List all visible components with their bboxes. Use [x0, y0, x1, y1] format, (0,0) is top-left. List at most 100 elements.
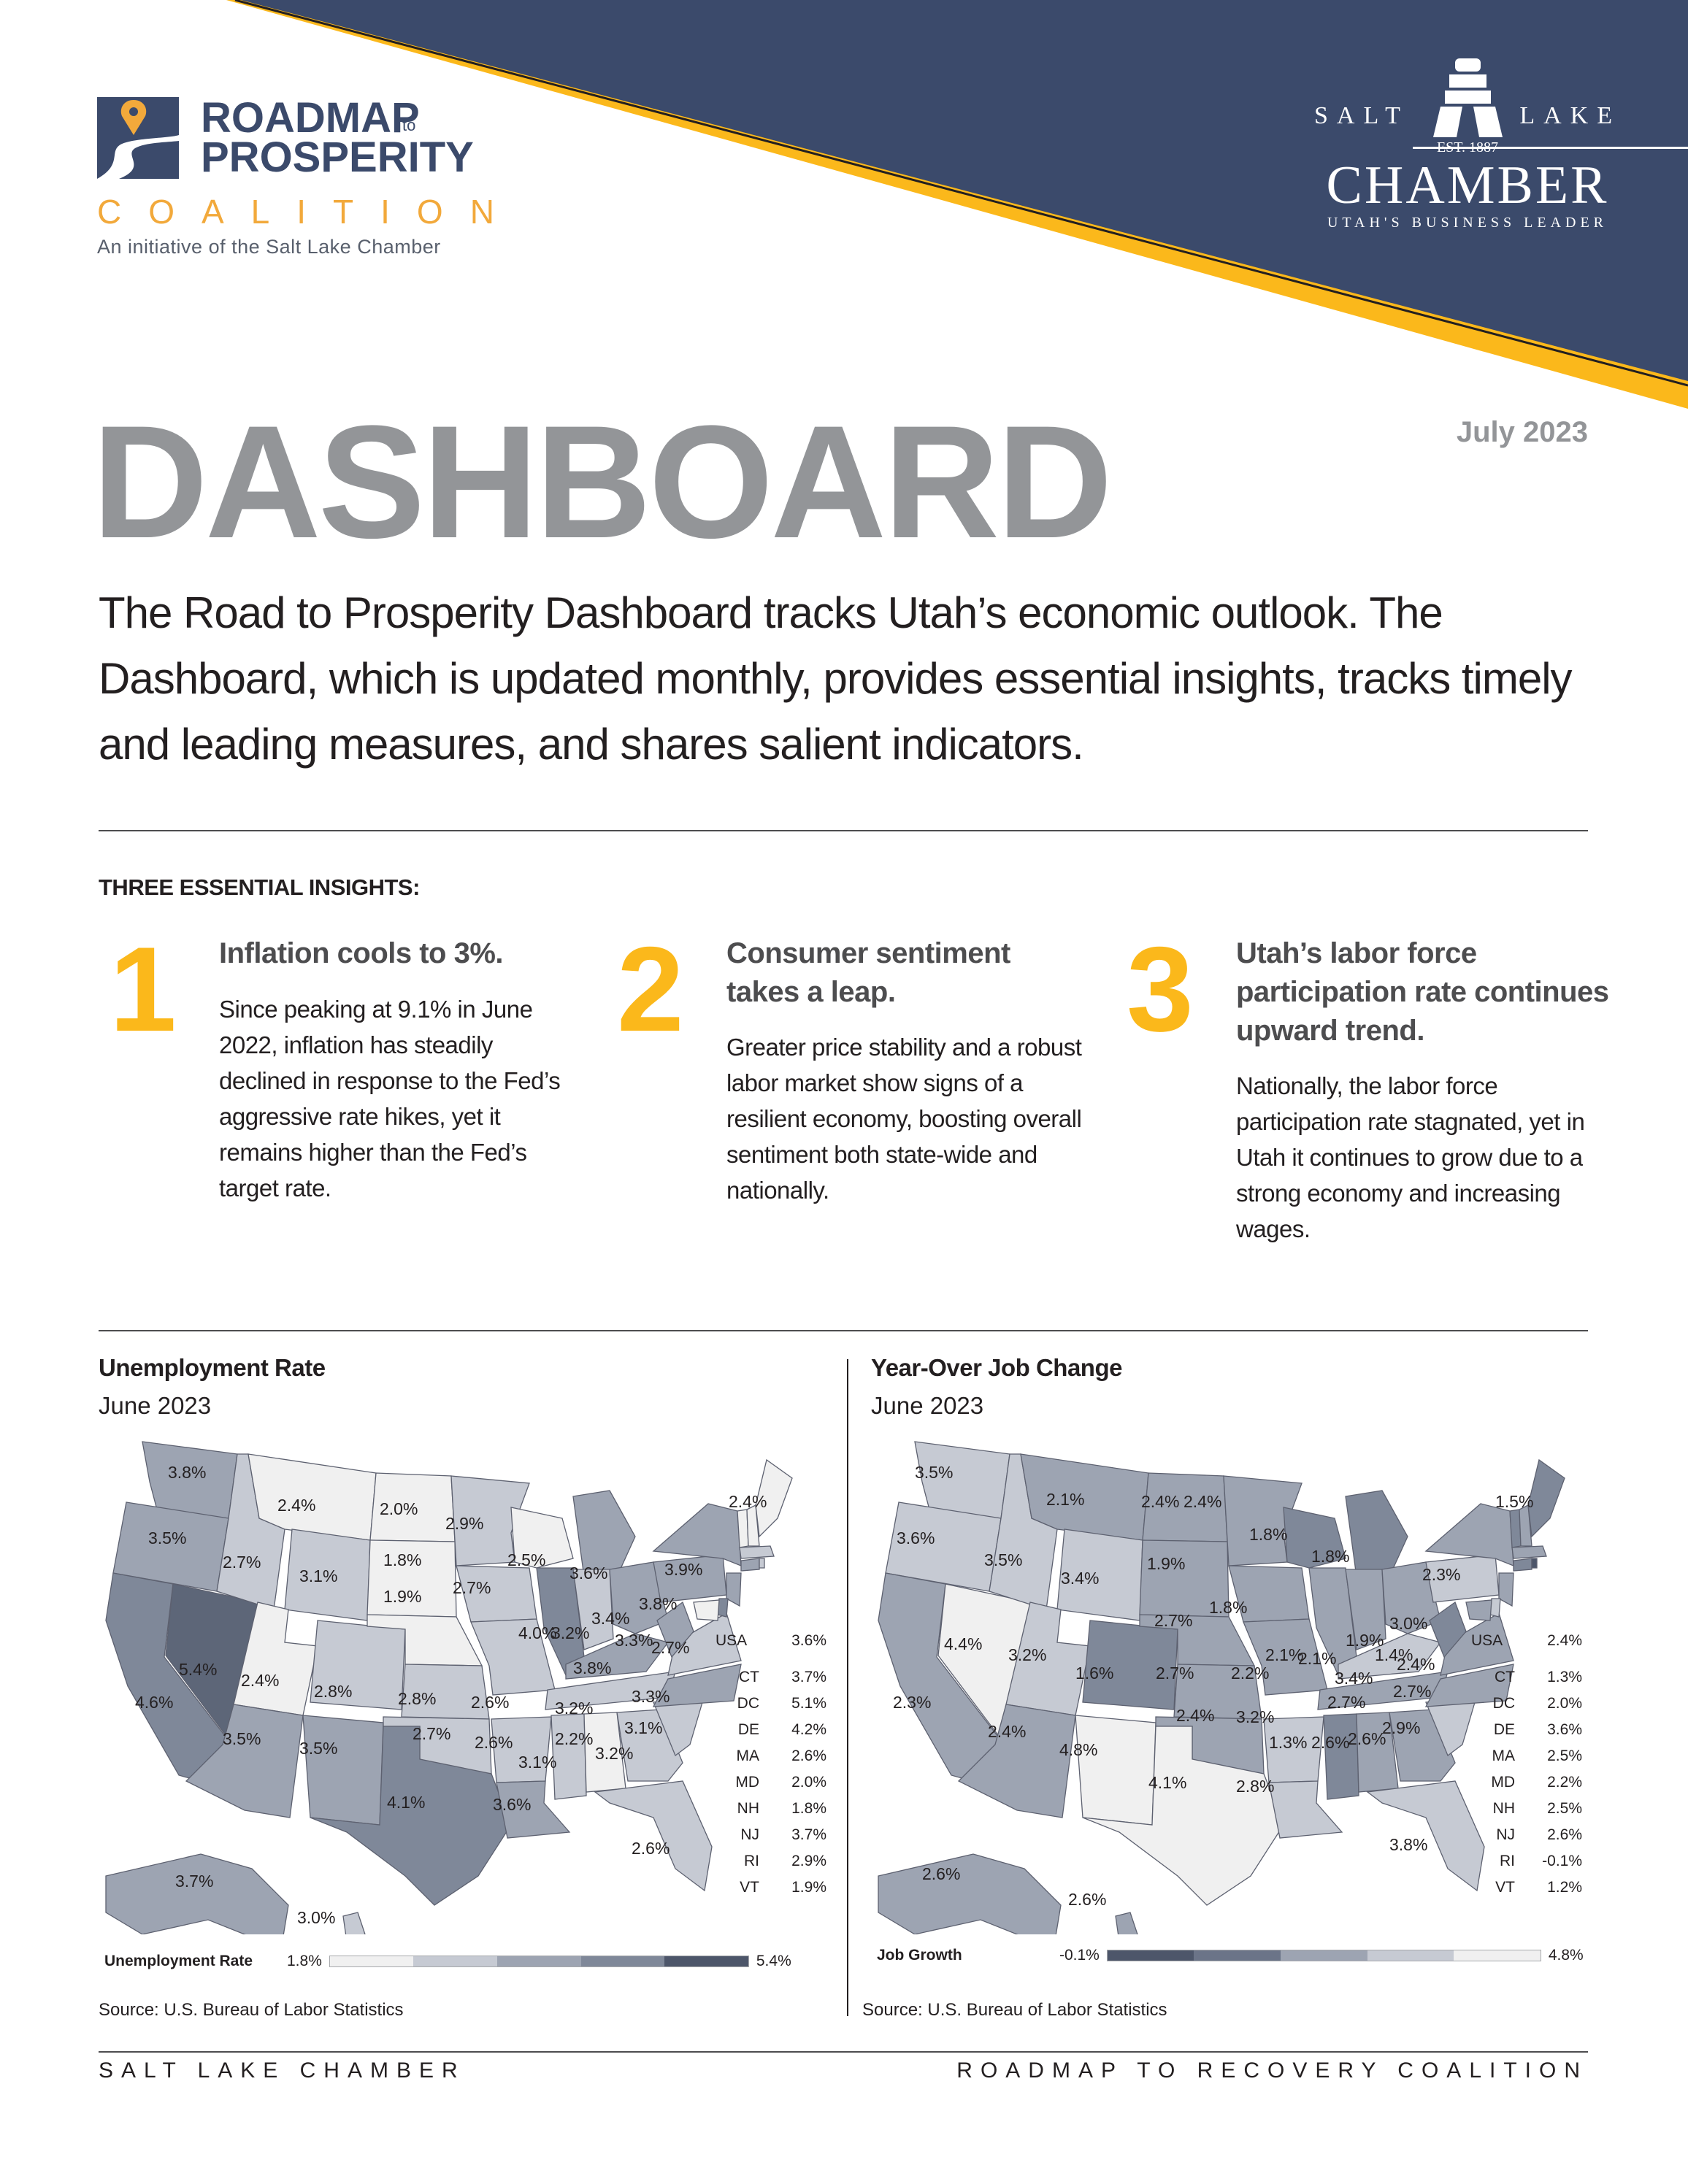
- svg-text:2.4%: 2.4%: [241, 1671, 279, 1690]
- logo-chamber: CHAMBER: [1326, 155, 1609, 215]
- road-pin-icon: [97, 97, 179, 179]
- state-TX: [310, 1726, 512, 1906]
- chart-source: Source: U.S. Bureau of Labor Statistics: [862, 2000, 1167, 2020]
- svg-text:3.4%: 3.4%: [1335, 1669, 1373, 1688]
- svg-text:2.6%: 2.6%: [1068, 1890, 1106, 1909]
- svg-text:3.6%: 3.6%: [897, 1529, 935, 1547]
- svg-text:3.3%: 3.3%: [632, 1687, 670, 1706]
- table-row: MD 2.0%: [735, 1774, 826, 1791]
- job-change-map-panel: Year-Over Job Change June 2023: [862, 1354, 1616, 2026]
- svg-text:3.8%: 3.8%: [168, 1463, 206, 1482]
- legend-max: 4.8%: [1548, 1947, 1584, 1964]
- state-AK: [878, 1853, 1062, 1934]
- state-WV: [1429, 1601, 1467, 1658]
- svg-text:2.7%: 2.7%: [1393, 1682, 1431, 1701]
- svg-text:2.2%: 2.2%: [555, 1729, 593, 1748]
- state-HI: [1115, 1912, 1138, 1934]
- table-row: USA 3.6%: [716, 1632, 826, 1649]
- state-ME: [1527, 1458, 1565, 1538]
- salt-lake-chamber-logo: SALT LAKE EST. 1887 CHAMBER UTAH'S BUSIN…: [1314, 58, 1688, 231]
- svg-text:2.4%: 2.4%: [1141, 1492, 1179, 1511]
- svg-text:2.4%: 2.4%: [1183, 1492, 1221, 1511]
- table-row: CT 3.7%: [739, 1669, 826, 1685]
- state-AK: [105, 1853, 289, 1934]
- insight-body: Nationally, the labor force participatio…: [1236, 1072, 1585, 1242]
- svg-text:2.4%: 2.4%: [277, 1496, 315, 1515]
- state-NH: [746, 1504, 760, 1547]
- svg-text:3.5%: 3.5%: [984, 1550, 1022, 1569]
- page-title: DASHBOARD: [92, 392, 1113, 572]
- svg-text:2.9%: 2.9%: [1382, 1718, 1420, 1737]
- logo-lake: LAKE: [1519, 102, 1621, 129]
- svg-text:3.5%: 3.5%: [299, 1739, 337, 1758]
- footer-right: ROADMAP TO RECOVERY COALITION: [956, 2058, 1588, 2083]
- svg-text:2.7%: 2.7%: [453, 1578, 491, 1597]
- svg-text:3.7%: 3.7%: [175, 1872, 213, 1891]
- svg-text:1.8%: 1.8%: [1311, 1547, 1349, 1566]
- svg-text:2.0%: 2.0%: [380, 1499, 418, 1518]
- section-divider: [99, 830, 1588, 831]
- state-CT: [1513, 1558, 1532, 1572]
- chart-subtitle: June 2023: [871, 1392, 984, 1419]
- logo-salt: SALT: [1314, 102, 1409, 129]
- state-NH: [1519, 1504, 1532, 1547]
- state-NJ: [1498, 1572, 1514, 1607]
- table-row: NJ 2.6%: [1496, 1826, 1582, 1843]
- state-KY: [565, 1633, 670, 1680]
- svg-text:2.4%: 2.4%: [729, 1492, 767, 1511]
- svg-text:3.2%: 3.2%: [595, 1744, 633, 1763]
- svg-text:3.1%: 3.1%: [299, 1566, 337, 1585]
- svg-text:2.6%: 2.6%: [922, 1864, 960, 1883]
- chart-source: Source: U.S. Bureau of Labor Statistics: [99, 2000, 404, 2020]
- svg-text:3.1%: 3.1%: [518, 1753, 556, 1772]
- table-row: USA 2.4%: [1471, 1632, 1582, 1649]
- state-OH: [609, 1561, 669, 1634]
- state-ME: [755, 1458, 793, 1538]
- svg-text:2.8%: 2.8%: [314, 1682, 352, 1701]
- svg-text:4.8%: 4.8%: [1059, 1740, 1097, 1759]
- insight-body: Since peaking at 9.1% in June 2022, infl…: [219, 996, 561, 1201]
- state-MS: [550, 1713, 587, 1800]
- state-MI: [572, 1490, 636, 1577]
- insight-headline: Utah’s labor force participation rate co…: [1236, 937, 1609, 1047]
- svg-text:3.8%: 3.8%: [573, 1658, 611, 1677]
- svg-text:2.4%: 2.4%: [988, 1722, 1026, 1741]
- svg-text:5.4%: 5.4%: [179, 1660, 217, 1679]
- state-VA: [1440, 1612, 1514, 1676]
- logo-coalition: COALITION: [97, 193, 521, 231]
- svg-text:1.8%: 1.8%: [383, 1550, 421, 1569]
- svg-text:3.1%: 3.1%: [624, 1718, 662, 1737]
- state-MN: [450, 1475, 530, 1566]
- svg-text:2.7%: 2.7%: [1327, 1693, 1365, 1712]
- svg-text:1.9%: 1.9%: [1346, 1631, 1384, 1650]
- svg-text:4.1%: 4.1%: [387, 1793, 425, 1812]
- legend-scale: [1106, 1950, 1541, 1961]
- svg-text:1.8%: 1.8%: [1209, 1598, 1247, 1617]
- state-MI: [1345, 1490, 1408, 1577]
- svg-text:3.9%: 3.9%: [664, 1560, 702, 1579]
- logo-roadmap: ROADMAP: [201, 94, 420, 142]
- svg-text:2.6%: 2.6%: [471, 1693, 509, 1712]
- state-CT: [740, 1558, 760, 1572]
- chart-title: Year-Over Job Change: [871, 1354, 1122, 1381]
- svg-text:3.8%: 3.8%: [639, 1594, 677, 1613]
- insight-number: 1: [110, 922, 177, 1056]
- svg-text:3.4%: 3.4%: [1061, 1569, 1099, 1588]
- svg-text:2.1%: 2.1%: [1265, 1645, 1303, 1664]
- state-IN: [1345, 1569, 1386, 1650]
- svg-text:2.7%: 2.7%: [413, 1724, 450, 1743]
- table-row: DE 4.2%: [737, 1721, 826, 1738]
- state-MO: [470, 1618, 556, 1696]
- state-VA: [667, 1612, 742, 1676]
- svg-text:1.8%: 1.8%: [1249, 1525, 1287, 1544]
- chart-subtitle: June 2023: [99, 1392, 212, 1419]
- state-NC: [1424, 1664, 1514, 1707]
- state-OH: [1381, 1561, 1441, 1634]
- svg-text:2.1%: 2.1%: [1046, 1490, 1084, 1509]
- table-row: DE 3.6%: [1493, 1721, 1582, 1738]
- logo-initiative: An initiative of the Salt Lake Chamber: [97, 236, 441, 258]
- logo-tagline: UTAH'S BUSINESS LEADER: [1327, 215, 1608, 231]
- unemployment-map-panel: Unemployment Rate June 2023: [99, 1354, 843, 2026]
- footer-left: SALT LAKE CHAMBER: [99, 2058, 466, 2083]
- svg-text:3.8%: 3.8%: [1389, 1835, 1427, 1854]
